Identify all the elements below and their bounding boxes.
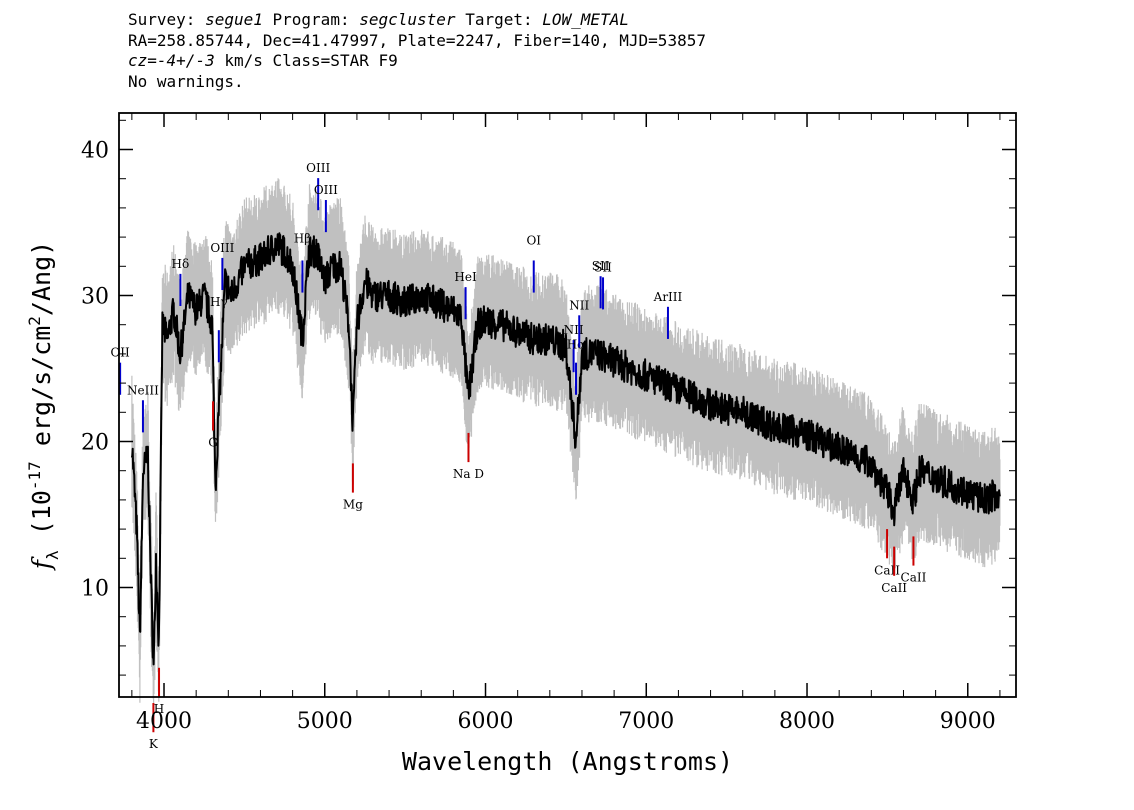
emission-line-label-11: Hα <box>567 338 586 352</box>
y-axis-title: fλ (10-17 erg/s/cm2/Ang) <box>25 241 62 571</box>
emission-line-label-2: Hδ <box>172 257 190 271</box>
emission-line-label-0: OII <box>110 346 130 360</box>
emission-line-label-9: OI <box>526 233 541 247</box>
emission-line-label-6: OIII <box>306 161 330 175</box>
y-tick-label-2: 30 <box>81 285 109 310</box>
emission-line-label-15: ArIII <box>653 290 683 304</box>
plot-frame <box>118 112 1017 698</box>
x-tick-label-3: 7000 <box>618 709 674 734</box>
emission-line-label-4: OIII <box>210 241 234 255</box>
y-tick-label-1: 20 <box>81 431 109 456</box>
y-tick-label-3: 40 <box>81 139 109 164</box>
emission-line-label-7: OIII <box>314 183 338 197</box>
emission-line-label-5: Hβ <box>294 231 311 245</box>
x-tick-label-1: 5000 <box>297 709 353 734</box>
emission-line-label-8: HeI <box>454 270 477 284</box>
header-line-coordinates: RA=258.85744, Dec=41.47997, Plate=2247, … <box>128 30 706 50</box>
emission-line-label-14: SII <box>594 260 612 274</box>
emission-line-label-1: NeIII <box>127 383 159 397</box>
x-axis-title: Wavelength (Angstroms) <box>402 747 733 776</box>
absorption-line-label-3: Mg <box>343 498 363 512</box>
spectrum-line <box>130 232 1001 666</box>
absorption-line-label-2: G <box>208 436 218 450</box>
y-tick-label-0: 10 <box>81 577 109 602</box>
emission-line-label-12: NII <box>569 298 589 312</box>
emission-line-label-3: Hγ <box>210 295 228 309</box>
spectrum-series <box>130 232 1001 666</box>
x-tick-label-2: 6000 <box>458 709 514 734</box>
x-tick-label-5: 9000 <box>940 709 996 734</box>
absorption-line-label-7: CaII <box>901 571 927 585</box>
absorption-line-label-1: H <box>154 702 164 716</box>
header-line-warnings: No warnings. <box>128 71 244 91</box>
axis-ticks: 4000 5000 6000 7000 8000 9000 10 20 30 40 <box>81 113 1016 734</box>
header-line-redshift: cz=-4+/-3 km/s Class=STAR F9 <box>128 51 398 70</box>
x-tick-label-4: 8000 <box>779 709 835 734</box>
absorption-line-label-0: K <box>149 737 159 751</box>
spectrum-header: Survey: segue1 Program: segcluster Targe… <box>128 10 706 92</box>
absorption-line-label-5: CaII <box>874 563 900 577</box>
spectral-line-markers: OIINeIIIHδHγOIIIHβOIIIOIIIHeIOINIIHαNIIS… <box>110 161 926 751</box>
absorption-line-label-6: CaII <box>881 581 907 595</box>
emission-line-label-13: SII <box>592 259 610 273</box>
header-line-survey: Survey: segue1 Program: segcluster Targe… <box>128 10 629 29</box>
absorption-line-label-4: Na D <box>453 467 484 481</box>
emission-line-label-10: NII <box>564 323 584 337</box>
x-tick-label-0: 4000 <box>136 709 192 734</box>
